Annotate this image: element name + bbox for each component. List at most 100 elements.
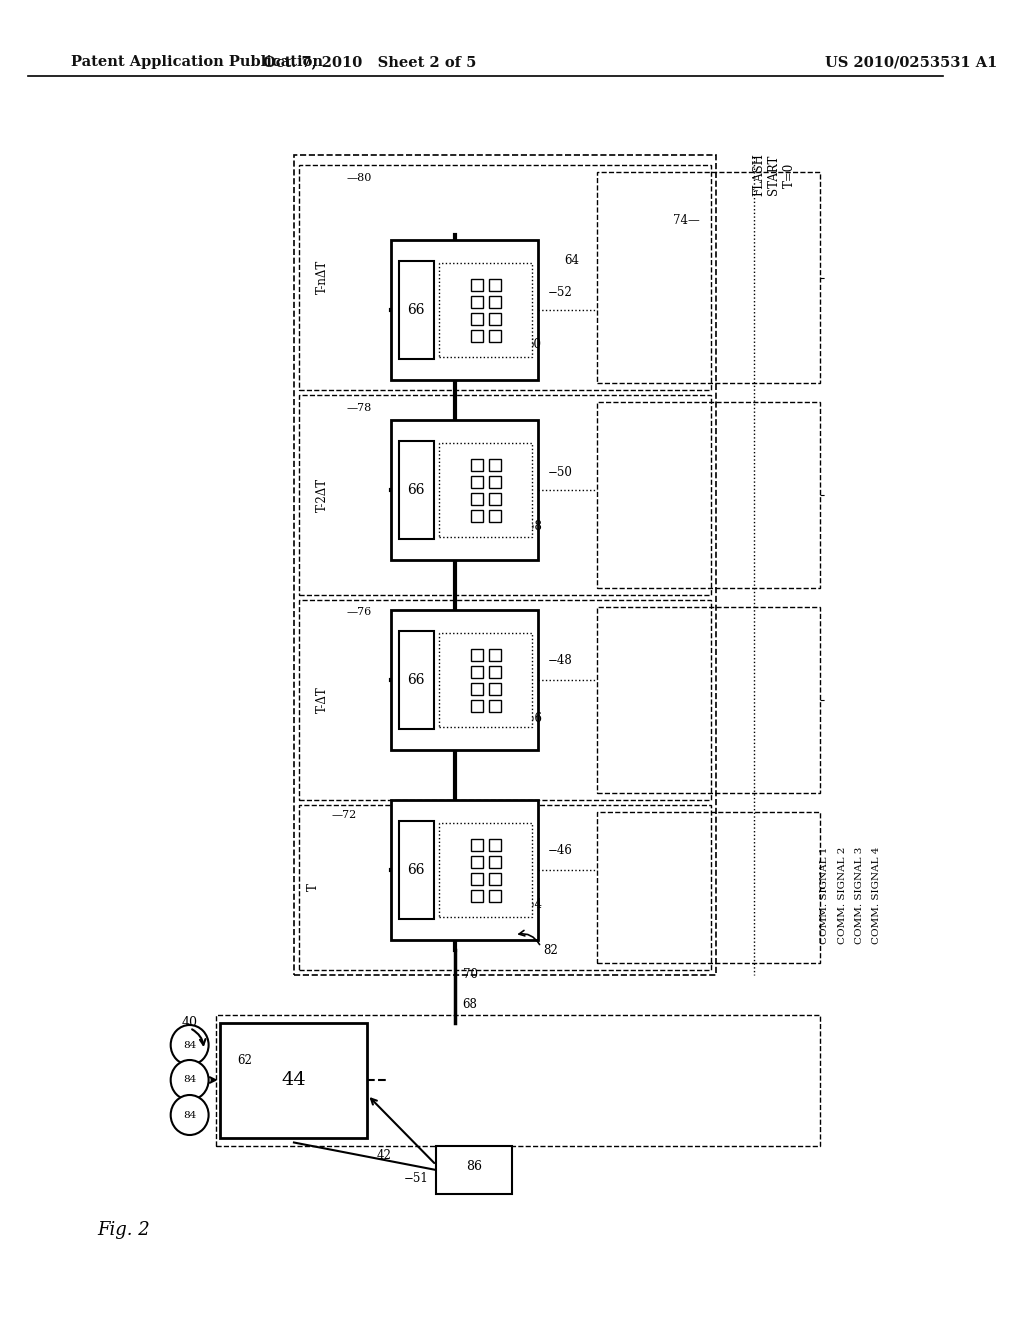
- Text: COMM. SIGNAL 1: COMM. SIGNAL 1: [820, 846, 829, 944]
- Text: 64: 64: [564, 253, 580, 267]
- Bar: [439, 822, 532, 917]
- Bar: [597, 172, 820, 383]
- Bar: [489, 510, 501, 521]
- Bar: [439, 444, 532, 537]
- Text: T-2ΔT: T-2ΔT: [315, 478, 329, 512]
- Text: Patent Application Publication: Patent Application Publication: [71, 55, 324, 69]
- Bar: [471, 475, 482, 487]
- Text: 66: 66: [408, 673, 425, 686]
- Text: 84: 84: [183, 1040, 197, 1049]
- Bar: [398, 631, 434, 729]
- Text: COMM. SIGNAL 3: COMM. SIGNAL 3: [855, 846, 863, 944]
- Circle shape: [171, 1026, 209, 1065]
- Text: −48: −48: [548, 653, 572, 667]
- Text: T=0: T=0: [782, 162, 796, 187]
- Text: FLASH: FLASH: [752, 153, 765, 197]
- Bar: [299, 165, 711, 389]
- Bar: [216, 1015, 820, 1146]
- Circle shape: [171, 1096, 209, 1135]
- Bar: [489, 682, 501, 694]
- Bar: [299, 395, 711, 595]
- Text: −50: −50: [548, 466, 572, 479]
- Bar: [220, 1023, 368, 1138]
- Text: 84: 84: [183, 1076, 197, 1085]
- Bar: [398, 441, 434, 539]
- Text: 86: 86: [466, 1160, 482, 1173]
- Text: —78: —78: [346, 403, 372, 413]
- Bar: [471, 510, 482, 521]
- Text: 44: 44: [282, 1071, 306, 1089]
- Bar: [299, 601, 711, 800]
- Bar: [439, 634, 532, 727]
- Bar: [471, 700, 482, 711]
- Bar: [489, 279, 501, 290]
- Bar: [391, 240, 539, 380]
- Bar: [489, 838, 501, 850]
- Text: COMM. SIGNAL 2: COMM. SIGNAL 2: [838, 846, 847, 944]
- Bar: [471, 330, 482, 342]
- Bar: [391, 610, 539, 750]
- Text: 54: 54: [526, 899, 542, 912]
- Bar: [597, 607, 820, 793]
- Bar: [299, 805, 711, 970]
- Bar: [391, 420, 539, 560]
- Text: 66: 66: [408, 483, 425, 498]
- Text: 66: 66: [408, 304, 425, 317]
- Text: −46: −46: [548, 843, 572, 857]
- Text: 42: 42: [377, 1148, 391, 1162]
- Bar: [489, 890, 501, 902]
- Text: −52: −52: [548, 286, 572, 300]
- Text: 66: 66: [408, 863, 425, 876]
- Bar: [294, 154, 716, 975]
- Bar: [471, 492, 482, 504]
- Text: T: T: [306, 883, 319, 891]
- Text: 82: 82: [543, 944, 558, 957]
- Text: −51: −51: [403, 1172, 429, 1184]
- Bar: [489, 330, 501, 342]
- Bar: [471, 296, 482, 308]
- Bar: [471, 665, 482, 677]
- Bar: [597, 812, 820, 964]
- Bar: [471, 313, 482, 325]
- Text: COMM. SIGNAL 4: COMM. SIGNAL 4: [871, 846, 881, 944]
- Bar: [471, 682, 482, 694]
- Text: T-nΔT: T-nΔT: [315, 260, 329, 294]
- Text: START: START: [767, 154, 780, 195]
- Bar: [439, 263, 532, 356]
- Bar: [489, 492, 501, 504]
- Bar: [471, 458, 482, 470]
- Bar: [489, 700, 501, 711]
- Bar: [471, 648, 482, 660]
- Bar: [489, 313, 501, 325]
- Text: 70: 70: [463, 969, 478, 982]
- Text: —76: —76: [346, 607, 372, 616]
- Text: Oct. 7, 2010   Sheet 2 of 5: Oct. 7, 2010 Sheet 2 of 5: [263, 55, 476, 69]
- Bar: [391, 800, 539, 940]
- Bar: [471, 873, 482, 884]
- Bar: [489, 665, 501, 677]
- Bar: [489, 458, 501, 470]
- Text: 84: 84: [183, 1110, 197, 1119]
- Bar: [398, 821, 434, 919]
- Text: US 2010/0253531 A1: US 2010/0253531 A1: [825, 55, 997, 69]
- Bar: [597, 403, 820, 587]
- Circle shape: [171, 1060, 209, 1100]
- Text: 40: 40: [181, 1015, 198, 1028]
- Text: 58: 58: [526, 520, 542, 532]
- Bar: [436, 1146, 512, 1195]
- Bar: [398, 261, 434, 359]
- Bar: [489, 296, 501, 308]
- Text: T-ΔT: T-ΔT: [315, 686, 329, 713]
- Bar: [489, 873, 501, 884]
- Text: 68: 68: [463, 998, 477, 1011]
- Bar: [471, 279, 482, 290]
- Text: —80: —80: [346, 173, 372, 183]
- Bar: [471, 838, 482, 850]
- Text: 74—: 74—: [673, 214, 699, 227]
- Bar: [471, 855, 482, 867]
- Bar: [489, 855, 501, 867]
- Bar: [489, 648, 501, 660]
- Text: Fig. 2: Fig. 2: [97, 1221, 151, 1239]
- Text: 62: 62: [238, 1053, 252, 1067]
- Text: 56: 56: [526, 711, 542, 725]
